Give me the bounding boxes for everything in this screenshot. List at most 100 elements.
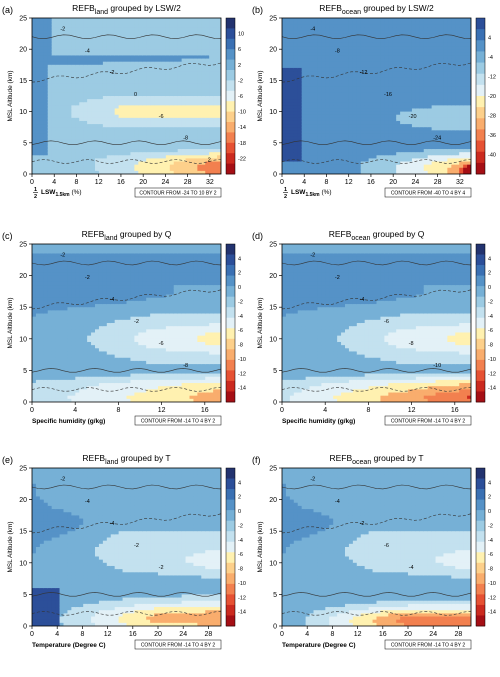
heatmap-field: -4-8-12-16-20-24 bbox=[282, 18, 472, 175]
contour-label: -8 bbox=[335, 48, 340, 54]
title-main: REFB bbox=[72, 3, 95, 13]
contour-label: -24 bbox=[433, 136, 441, 142]
x-tick-label: 0 bbox=[280, 179, 284, 186]
colorbar-swatch bbox=[476, 63, 485, 75]
colorbar-label: -28 bbox=[488, 114, 496, 120]
panel-label: (b) bbox=[252, 5, 263, 15]
heatmap-field: -2-4-20-6-82 bbox=[32, 18, 222, 175]
title-main: REFB bbox=[82, 229, 105, 239]
y-tick-label: 10 bbox=[269, 109, 277, 116]
x-tick-label: 28 bbox=[184, 179, 192, 186]
panel-label: (a) bbox=[2, 5, 13, 15]
y-tick-label: 10 bbox=[19, 109, 27, 116]
contour-note: CONTOUR FROM -24 TO 10 BY 2 bbox=[139, 191, 216, 197]
colorbar-swatch bbox=[476, 85, 485, 97]
colorbar-swatch bbox=[476, 51, 485, 63]
colorbar-label: -2 bbox=[238, 78, 243, 84]
x-axis-label: LSW1.5km (%) bbox=[291, 189, 332, 198]
title-main: REFB bbox=[319, 3, 342, 13]
contour-label: -6 bbox=[159, 114, 164, 120]
title-sub: land bbox=[104, 235, 117, 242]
colorbar-swatch bbox=[476, 29, 485, 41]
x-label-var: LSW bbox=[41, 189, 56, 196]
x-tick-label: 20 bbox=[389, 179, 397, 186]
contour-label: -2 bbox=[109, 70, 114, 76]
colorbar-label: -12 bbox=[488, 75, 496, 81]
y-tick-label: 15 bbox=[19, 78, 27, 85]
colorbar-swatch bbox=[476, 152, 485, 164]
colorbar-label: -40 bbox=[488, 153, 496, 159]
contour-label: -8 bbox=[183, 136, 188, 142]
colorbar-label: -14 bbox=[238, 125, 246, 131]
colorbar-swatch bbox=[226, 112, 235, 123]
panel-b: (b) REFBocean grouped by LSW/2 -4 -8 -12 -16 -… bbox=[252, 3, 496, 200]
x-tick-label: 12 bbox=[95, 179, 103, 186]
y-axis-label: MSL Altitude (km) bbox=[7, 70, 14, 121]
x-tick-label: 28 bbox=[434, 179, 442, 186]
contour-label: -16 bbox=[384, 92, 392, 98]
colorbar-swatch bbox=[226, 28, 235, 39]
colorbar-swatch bbox=[226, 60, 235, 71]
panel-title: REFBocean grouped by LSW/2 bbox=[319, 3, 434, 16]
colorbar-label: -6 bbox=[238, 94, 243, 100]
panel-title: REFBland grouped by LSW/2 bbox=[72, 3, 181, 16]
x-tick-label: 8 bbox=[75, 179, 79, 186]
x-tick-label: 16 bbox=[367, 179, 375, 186]
x-tick-label: 20 bbox=[139, 179, 147, 186]
panel-c: (c)REFBland grouped by Q-2-2-4-2-6-80510… bbox=[2, 229, 246, 425]
panel-label: (c) bbox=[2, 231, 13, 241]
x-tick-label: 32 bbox=[206, 179, 214, 186]
colorbar-swatch bbox=[226, 18, 235, 29]
colorbar-swatch bbox=[226, 132, 235, 143]
y-tick-label: 20 bbox=[19, 47, 27, 54]
contour-label: 0 bbox=[134, 92, 137, 98]
contour-label: 2 bbox=[208, 158, 211, 164]
heatmap-field: -2-2-4-2-6-8 bbox=[32, 244, 222, 403]
x-axis-label: LSW1.5km (%) bbox=[41, 189, 82, 198]
colorbar-label: -22 bbox=[238, 156, 246, 162]
colorbar-swatch bbox=[226, 39, 235, 50]
y-tick-label: 0 bbox=[273, 172, 277, 179]
x-label-sub: 1.5km bbox=[55, 192, 70, 198]
x-label-unit: (%) bbox=[320, 189, 332, 196]
y-tick-label: 25 bbox=[269, 16, 277, 23]
x-tick-label: 32 bbox=[456, 179, 464, 186]
title-rest: grouped by LSW/2 bbox=[108, 3, 181, 13]
x-tick-label: 8 bbox=[325, 179, 329, 186]
colorbar-swatch bbox=[476, 163, 485, 175]
colorbar-swatch bbox=[226, 153, 235, 164]
colorbar-swatch bbox=[476, 141, 485, 153]
contour-note: CONTOUR FROM -40 TO 4 BY 4 bbox=[391, 191, 466, 197]
y-axis-label: MSL Altitude (km) bbox=[257, 70, 264, 121]
colorbar-swatch bbox=[226, 143, 235, 154]
colorbar-label: -36 bbox=[488, 133, 496, 139]
y-tick-label: 5 bbox=[23, 140, 27, 147]
colorbar-label: -18 bbox=[238, 141, 246, 147]
colorbar-label: -10 bbox=[238, 110, 246, 116]
x-tick-label: 12 bbox=[345, 179, 353, 186]
colorbar-swatch bbox=[226, 122, 235, 133]
panel-title: REFBland grouped by Q bbox=[82, 229, 172, 242]
colorbar-swatch bbox=[476, 40, 485, 52]
x-tick-label: 24 bbox=[162, 179, 170, 186]
title-rest: grouped by Q bbox=[118, 229, 172, 239]
panel-a: (a)REFBland grouped by LSW/2-2-4-20-6-82… bbox=[2, 3, 246, 200]
colorbar-label: -4 bbox=[488, 55, 493, 61]
y-tick-label: 0 bbox=[23, 172, 27, 179]
colorbar-swatch bbox=[476, 96, 485, 108]
colorbar-swatch bbox=[476, 18, 485, 30]
x-tick-label: 24 bbox=[412, 179, 420, 186]
colorbar-swatch bbox=[476, 107, 485, 119]
x-tick-label: 0 bbox=[30, 179, 34, 186]
colorbar-swatch bbox=[226, 49, 235, 60]
x-label-var: LSW bbox=[291, 189, 306, 196]
x-label-frac-den: 2 bbox=[34, 194, 37, 200]
x-tick-label: 16 bbox=[117, 179, 125, 186]
contour-label: -4 bbox=[310, 26, 315, 32]
colorbar-swatch bbox=[226, 80, 235, 91]
x-label-unit: (%) bbox=[70, 189, 82, 196]
colorbar-swatch bbox=[226, 70, 235, 81]
colorbar-swatch bbox=[476, 74, 485, 86]
